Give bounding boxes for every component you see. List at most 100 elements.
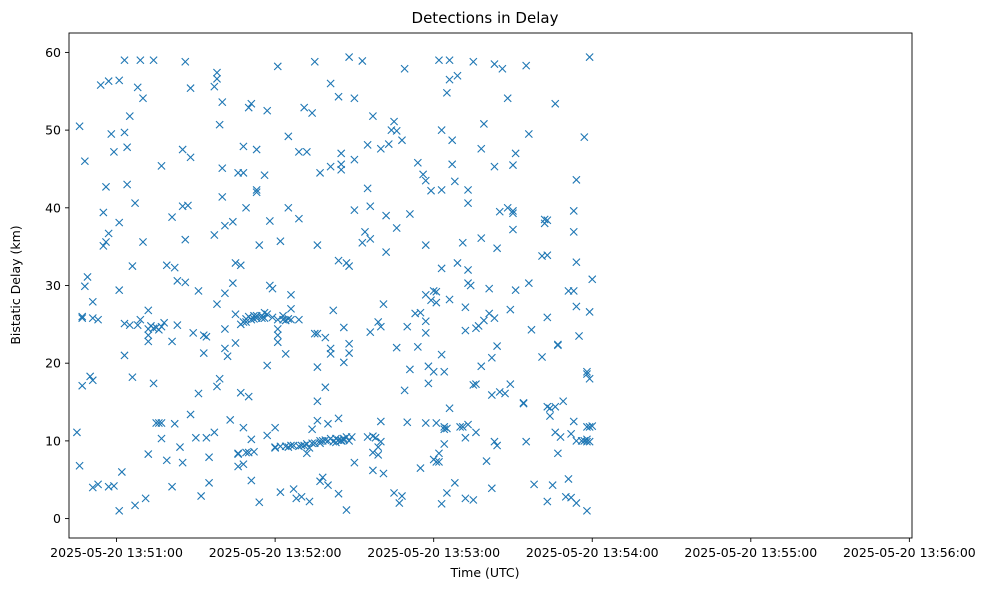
data-point	[273, 62, 282, 71]
data-point	[276, 237, 285, 246]
data-point	[434, 457, 443, 466]
data-point	[479, 316, 488, 325]
data-point	[376, 437, 385, 446]
data-point	[78, 381, 87, 390]
data-point	[334, 92, 343, 101]
data-point	[588, 275, 597, 284]
data-point	[419, 170, 428, 179]
data-point	[469, 380, 478, 389]
data-point	[569, 227, 578, 236]
data-point	[440, 367, 449, 376]
data-point	[339, 358, 348, 367]
data-point	[157, 322, 166, 331]
data-point	[173, 276, 182, 285]
data-point	[218, 98, 227, 107]
data-point	[461, 326, 470, 335]
data-point	[257, 314, 266, 323]
data-point	[279, 311, 288, 320]
data-point	[506, 305, 515, 314]
data-point	[297, 492, 306, 501]
data-point	[286, 290, 295, 299]
data-point	[548, 481, 557, 490]
data-point	[464, 199, 473, 208]
data-point	[123, 180, 132, 189]
data-point	[334, 256, 343, 265]
data-point	[181, 235, 190, 244]
data-point	[197, 492, 206, 501]
data-point	[432, 419, 441, 428]
data-point	[585, 53, 594, 62]
data-point	[215, 374, 224, 383]
data-point	[572, 499, 581, 508]
data-point	[551, 402, 560, 411]
data-point	[120, 319, 129, 328]
data-point	[94, 315, 103, 324]
data-point	[109, 481, 118, 490]
data-point	[88, 297, 97, 306]
data-point	[464, 185, 473, 194]
data-point	[445, 56, 454, 65]
data-point	[429, 286, 438, 295]
x-tick-label: 2025-05-20 13:55:00	[684, 545, 817, 560]
data-point	[421, 176, 430, 185]
data-point	[469, 57, 478, 66]
data-point	[326, 79, 335, 88]
data-point	[286, 315, 295, 324]
data-point	[395, 499, 404, 508]
data-point	[255, 498, 264, 507]
data-point	[149, 379, 158, 388]
data-point	[252, 188, 261, 197]
data-point	[405, 365, 414, 374]
data-point	[384, 140, 393, 149]
data-point	[80, 157, 89, 166]
data-point	[255, 241, 264, 250]
data-point	[358, 56, 367, 65]
data-point	[437, 264, 446, 273]
data-point	[252, 185, 261, 194]
data-point	[99, 208, 108, 217]
data-point	[416, 464, 425, 473]
data-point	[448, 160, 457, 169]
x-axis-ticks: 2025-05-20 13:51:00 2025-05-20 13:52:00 20…	[50, 538, 976, 560]
data-point	[582, 506, 591, 515]
data-point	[191, 433, 200, 442]
data-point	[421, 317, 430, 326]
data-point	[366, 234, 375, 243]
data-point	[334, 414, 343, 423]
data-point	[493, 342, 502, 351]
data-point	[445, 75, 454, 84]
data-point	[194, 389, 203, 398]
data-point	[249, 447, 258, 456]
data-point	[102, 182, 110, 191]
y-tick-label: 20	[45, 356, 61, 371]
data-point	[485, 284, 494, 293]
data-point	[368, 112, 377, 121]
data-point	[490, 314, 499, 323]
data-point	[421, 419, 430, 428]
data-point	[115, 76, 124, 85]
data-point	[226, 415, 235, 424]
data-point	[265, 217, 274, 226]
data-point	[210, 428, 219, 437]
data-point	[493, 244, 502, 253]
data-point	[170, 419, 179, 428]
data-point	[260, 171, 269, 180]
data-point	[379, 469, 388, 478]
data-point	[318, 473, 327, 482]
data-point	[538, 352, 547, 361]
y-tick-label: 50	[45, 123, 61, 138]
data-point	[210, 82, 219, 91]
data-point	[585, 374, 594, 383]
data-point	[131, 199, 140, 208]
x-tick-label: 2025-05-20 13:54:00	[526, 545, 659, 560]
data-point	[294, 315, 303, 324]
data-point	[432, 287, 441, 296]
data-point	[482, 457, 491, 466]
data-point	[313, 241, 322, 250]
data-point	[495, 207, 504, 216]
data-point	[363, 184, 372, 193]
data-point	[120, 128, 129, 137]
data-point	[268, 284, 277, 293]
data-point	[310, 329, 319, 338]
data-point	[508, 161, 517, 170]
